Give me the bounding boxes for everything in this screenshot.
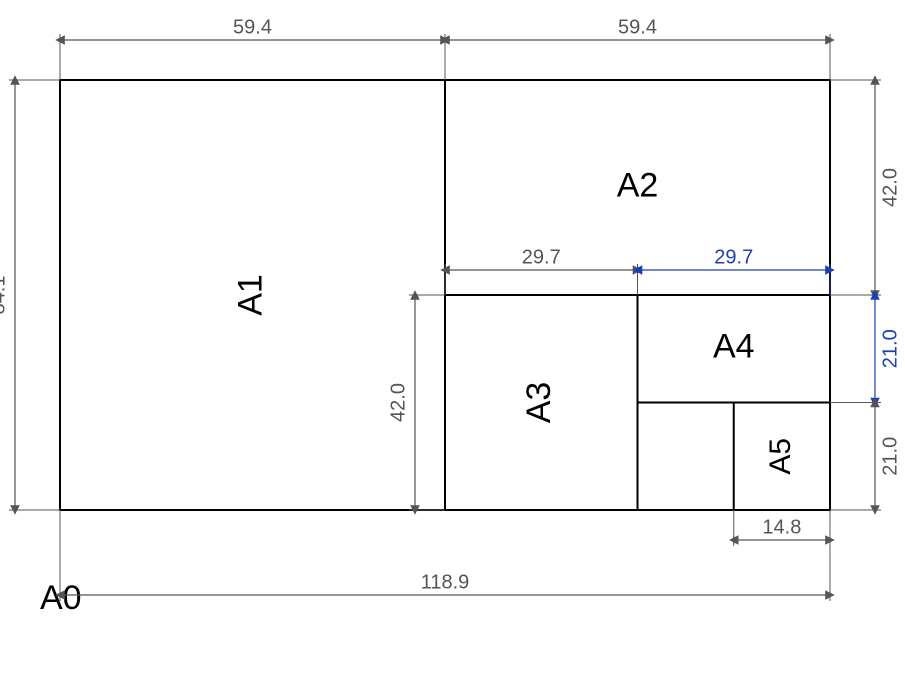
dim-top-left-label: 59.4: [233, 16, 272, 38]
dim-mid-a4-label: 29.7: [714, 246, 753, 268]
label-a3: A3: [520, 382, 558, 424]
dim-left-label: 84.1: [0, 276, 9, 315]
label-a4: A4: [713, 328, 755, 366]
dim-top-right-label: 59.4: [618, 16, 657, 38]
dim-right-a4-label: 21.0: [879, 329, 901, 368]
dim-right-a2-label: 42.0: [879, 168, 901, 207]
dim-inner-42-label: 42.0: [387, 383, 409, 422]
dim-right-a5-label: 21.0: [879, 437, 901, 476]
label-a0: A0: [40, 579, 82, 617]
label-a5: A5: [764, 438, 797, 475]
dim-a5w-label: 14.8: [762, 516, 801, 538]
dim-mid-a3-label: 29.7: [522, 246, 561, 268]
label-a1: A1: [231, 274, 269, 316]
dim-bottom-label: 118.9: [421, 571, 470, 593]
label-a2: A2: [617, 166, 659, 204]
